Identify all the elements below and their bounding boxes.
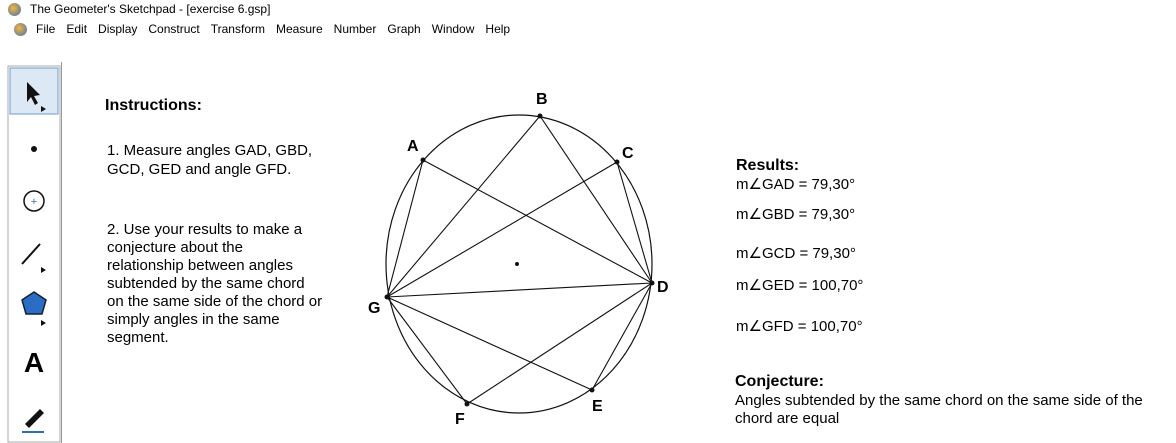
arrow-tool[interactable] (27, 82, 40, 105)
compass-tool[interactable] (23, 190, 45, 212)
segment-ad (422, 159, 653, 284)
point[interactable] (384, 294, 390, 300)
instruction-line: 1. Measure angles GAD, GBD, (107, 142, 312, 159)
measurement: m∠GBD = 79,30° (736, 206, 855, 223)
points (384, 113, 655, 407)
menu-bar: File Edit Display Construct Transform Measure… (0, 19, 1176, 40)
instruction-line: GCD, GED and angle GFD. (107, 161, 291, 178)
tool-more (41, 106, 46, 112)
menu-item[interactable]: Construct (148, 22, 200, 36)
point-label: G (368, 300, 380, 317)
point-label: B (536, 91, 548, 108)
marker-tool[interactable] (25, 409, 44, 428)
menu-item[interactable]: File (36, 22, 56, 36)
app-icon (8, 3, 21, 16)
sketch-canvas: A B C D E F G Instructions: 1. Measure a… (105, 91, 1143, 428)
conjecture-line: chord are equal (735, 410, 839, 427)
segment-ed (591, 282, 653, 391)
point[interactable] (464, 401, 470, 407)
measurement: m∠GED = 100,70° (736, 277, 863, 294)
point[interactable] (649, 280, 655, 286)
segment-ge (386, 296, 593, 391)
segment-bd (539, 115, 653, 284)
tool-more (41, 267, 46, 273)
instructions-heading: Instructions: (105, 97, 202, 114)
point-label: D (657, 279, 669, 296)
results: m∠GAD = 79,30° m∠GBD = 79,30° m∠GCD = 79,3… (736, 176, 863, 335)
tool-more (41, 320, 46, 326)
measurement: m∠GFD = 100,70° (736, 318, 863, 335)
line-tool[interactable] (21, 243, 41, 265)
menu-item[interactable]: Edit (66, 22, 88, 36)
menu-item[interactable]: Transform (210, 22, 265, 36)
conjecture-heading: Conjecture: (735, 373, 824, 390)
circle (385, 114, 653, 414)
segment-cd (616, 161, 653, 284)
segment-ag (386, 159, 424, 298)
segment-cg (386, 161, 618, 298)
polygon-tool[interactable] (21, 291, 47, 315)
instruction-line: 2. Use your results to make a (107, 221, 303, 238)
instruction-line: on the same side of the chord or (107, 293, 322, 310)
instruction-1: 1. Measure angles GAD, GBD, GCD, GED and … (107, 142, 312, 178)
conjecture-line: Angles subtended by the same chord on th… (735, 392, 1143, 409)
conjecture: Angles subtended by the same chord on th… (735, 392, 1143, 427)
window-title: The Geometer's Sketchpad - [exercise 6.g… (30, 2, 271, 16)
instruction-2: 2. Use your results to make aconjecture … (107, 221, 322, 346)
toolbar: + A (0, 62, 62, 443)
segment-gf (386, 296, 468, 405)
point[interactable] (420, 157, 426, 163)
instruction-line: conjecture about the (107, 239, 243, 256)
menu-item[interactable]: Graph (387, 22, 421, 36)
segment-fd (466, 282, 653, 405)
point-label: E (592, 398, 603, 415)
instruction-line: relationship between angles (107, 257, 293, 274)
segment-bg (386, 115, 541, 298)
point[interactable] (589, 387, 595, 393)
instruction-line: segment. (107, 329, 169, 346)
doc-icon (14, 23, 27, 36)
menu-item[interactable]: Window (431, 22, 475, 36)
point-tool[interactable] (31, 146, 37, 152)
toolbar-frame (7, 65, 61, 443)
instruction-line: subtended by the same chord (107, 275, 305, 292)
segment-gd (386, 282, 653, 298)
title-bar: The Geometer's Sketchpad - [exercise 6.g… (0, 0, 1176, 19)
point[interactable] (614, 159, 620, 165)
point-label: A (407, 138, 419, 155)
point[interactable] (537, 113, 543, 119)
point-label: C (622, 145, 634, 162)
center-point[interactable] (515, 262, 519, 266)
compass-plus: + (31, 196, 37, 208)
menu-item[interactable]: Number (333, 22, 377, 36)
text-tool[interactable]: A (24, 347, 44, 378)
instruction-line: simply angles in the same (107, 311, 280, 328)
menu-item[interactable]: Help (485, 22, 511, 36)
measurement: m∠GCD = 79,30° (736, 245, 856, 262)
menu-item[interactable]: Display (98, 22, 138, 36)
point-label: F (455, 411, 465, 428)
measurement: m∠GAD = 79,30° (736, 176, 855, 193)
results-heading: Results: (736, 157, 799, 174)
menu-item[interactable]: Measure (275, 22, 323, 36)
chords (386, 115, 653, 405)
